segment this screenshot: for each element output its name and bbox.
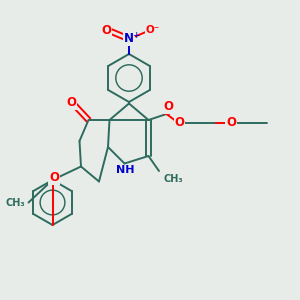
Text: O: O bbox=[49, 171, 59, 184]
Text: O⁻: O⁻ bbox=[146, 25, 160, 35]
Text: O: O bbox=[174, 116, 184, 130]
Text: N: N bbox=[124, 32, 134, 46]
Text: O: O bbox=[101, 23, 112, 37]
Text: O: O bbox=[163, 100, 173, 113]
Text: O: O bbox=[66, 96, 76, 109]
Text: CH₃: CH₃ bbox=[6, 197, 26, 208]
Text: NH: NH bbox=[116, 165, 134, 175]
Text: O: O bbox=[226, 116, 236, 129]
Text: +: + bbox=[132, 31, 139, 40]
Text: CH₃: CH₃ bbox=[164, 174, 183, 184]
